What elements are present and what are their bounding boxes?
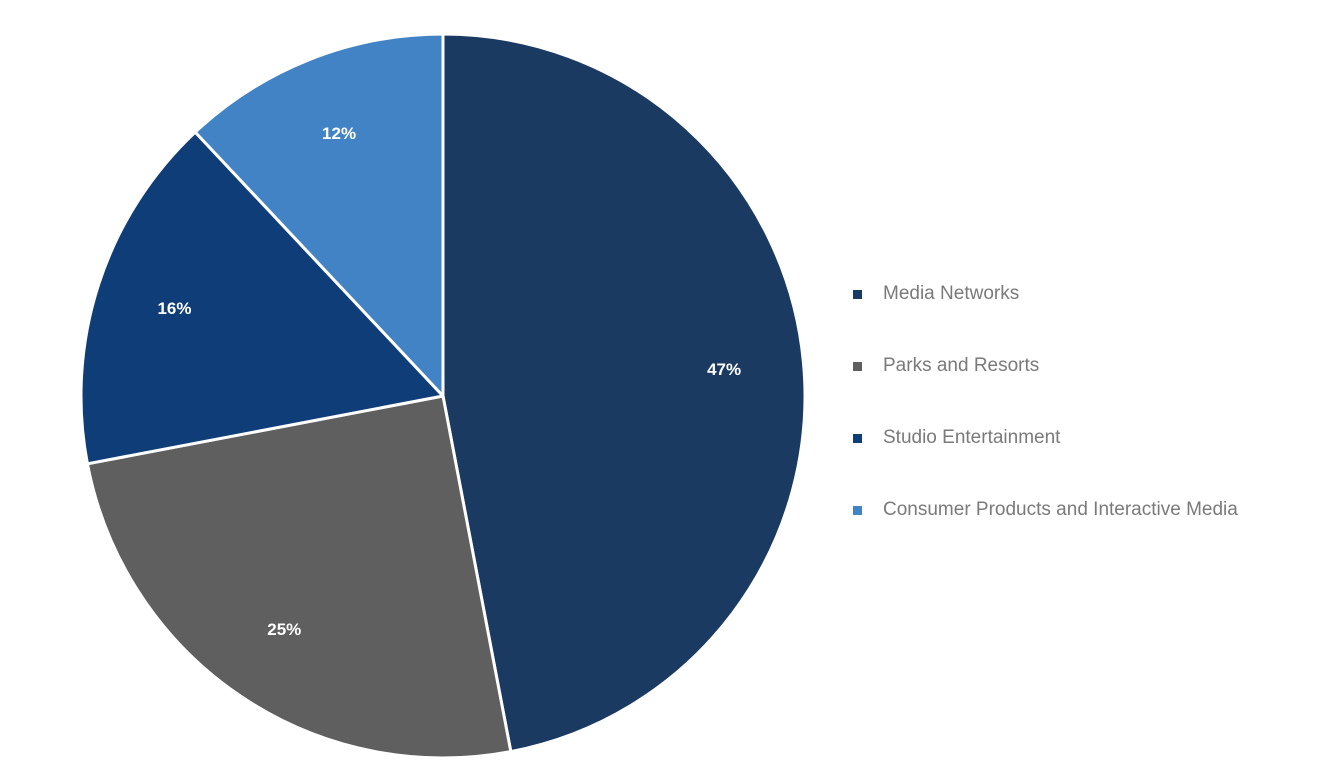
legend-label: Studio Entertainment: [883, 427, 1061, 448]
legend-item-studio-entertainment: Studio Entertainment: [853, 402, 1238, 474]
pie-slice-consumer-products-and-interactive-media: [193, 32, 445, 398]
data-label-consumer-products-and-interactive-media: 12%: [322, 124, 356, 143]
pie-slice-parks-and-resorts: [85, 394, 513, 760]
legend-swatch: [853, 433, 862, 443]
pie-data-labels: 47% 25% 16% 12%: [157, 124, 741, 639]
legend-swatch: [853, 289, 862, 299]
legend-swatch: [853, 361, 862, 371]
legend-item-media-networks: Media Networks: [853, 258, 1238, 330]
legend-label: Parks and Resorts: [883, 355, 1040, 376]
data-label-parks-and-resorts: 25%: [267, 620, 301, 639]
legend-label: Consumer Products and Interactive Media: [883, 499, 1238, 520]
data-label-studio-entertainment: 16%: [157, 299, 191, 318]
chart-legend: Media Networks Parks and Resorts Studio …: [853, 258, 1238, 546]
data-label-media-networks: 47%: [707, 360, 741, 379]
legend-swatch: [853, 505, 862, 515]
pie-slice-studio-entertainment: [79, 130, 445, 466]
legend-label: Media Networks: [883, 283, 1020, 304]
legend-item-consumer-products: Consumer Products and Interactive Media: [853, 474, 1238, 546]
pie-slices: [79, 32, 807, 760]
pie-slice-media-networks: [441, 32, 807, 754]
legend-item-parks-and-resorts: Parks and Resorts: [853, 330, 1238, 402]
